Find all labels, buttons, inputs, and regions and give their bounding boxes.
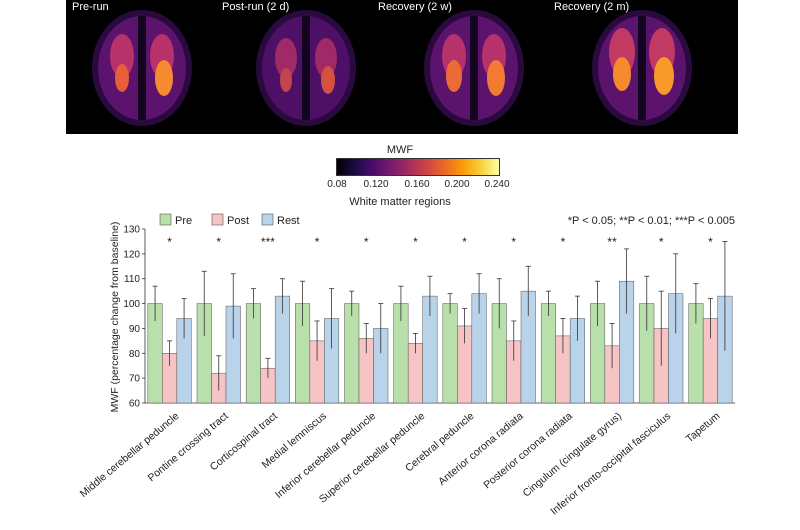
category-label: Anterior corona radiata (436, 410, 526, 488)
y-tick-label: 130 (123, 225, 140, 236)
significance-mark: * (462, 235, 467, 249)
significance-mark: * (659, 235, 664, 249)
bar-pre (442, 303, 458, 404)
colorbar-tick: 0.240 (484, 179, 510, 190)
legend-label-pre: Pre (175, 215, 192, 227)
legend-label-rest: Rest (277, 215, 300, 227)
significance-note: *P < 0.05; **P < 0.01; ***P < 0.005 (568, 215, 735, 227)
category-label: Tapetum (684, 410, 723, 445)
significance-mark: ** (607, 235, 617, 249)
category-label: Posterior corona radiata (481, 410, 575, 491)
significance-mark: * (708, 235, 713, 249)
legend-swatch-rest (261, 213, 274, 226)
bar-pre (540, 303, 556, 404)
colorbar-tick: 0.08 (327, 179, 347, 190)
category-label: Inferior cerebellar peduncle (273, 410, 378, 501)
significance-marks: * * *** * * * * * * ** * * (167, 235, 713, 249)
colorbar-tick: 0.200 (444, 179, 470, 190)
significance-mark: *** (261, 235, 275, 249)
colorbar-tick: 0.120 (363, 179, 389, 190)
category-label: Middle cerebellar peduncle (78, 410, 182, 500)
colorbar (336, 158, 500, 176)
legend-swatch-pre (159, 213, 172, 226)
panel-label-recovery-2w: Recovery (2 w) (378, 1, 452, 13)
panel-label-pre-run: Pre-run (72, 1, 109, 13)
panel-label-recovery-2m: Recovery (2 m) (554, 1, 630, 13)
y-tick-label: 80 (129, 349, 141, 360)
bar-chart: Pre Post Rest *P < 0.05; **P < 0.01; ***P … (78, 213, 735, 518)
significance-mark: * (315, 235, 320, 249)
brain-image-pre-run (92, 10, 192, 126)
brain-image-post-run (256, 10, 356, 126)
y-tick-label: 60 (129, 399, 141, 410)
category-label: Pontine crossing tract (146, 410, 231, 484)
brain-image-recovery-2m (592, 10, 692, 126)
significance-mark: * (413, 235, 418, 249)
colorbar-title: MWF (386, 144, 414, 156)
significance-mark: * (364, 235, 369, 249)
chart-legend: Pre Post Rest (159, 213, 300, 227)
significance-mark: * (561, 235, 566, 249)
panel-label-post-run: Post-run (2 d) (222, 1, 290, 13)
legend-swatch-post (211, 213, 224, 226)
y-axis: 60 70 80 90 100 110 120 130 (123, 225, 735, 410)
significance-mark: * (216, 235, 221, 249)
significance-mark: * (511, 235, 516, 249)
category-label: Cingulum (cingulate gyrus) (521, 410, 624, 499)
bars (147, 241, 733, 404)
brain-image-recovery-2w (424, 10, 524, 126)
y-tick-label: 90 (129, 324, 141, 335)
y-tick-label: 70 (129, 374, 141, 385)
significance-mark: * (167, 235, 172, 249)
colorbar-subtitle: White matter regions (349, 196, 451, 208)
y-tick-label: 110 (124, 274, 140, 285)
y-tick-label: 120 (123, 249, 140, 260)
mri-image-strip: Pre-run Post-run (2 d) Recovery (2 w) Re… (66, 0, 738, 134)
y-axis-label: MWF (percentage change from baseline) (109, 222, 121, 413)
colorbar-tick: 0.160 (404, 179, 430, 190)
y-tick-label: 100 (123, 299, 140, 310)
bar-pre (344, 303, 360, 404)
legend-label-post: Post (227, 215, 249, 227)
